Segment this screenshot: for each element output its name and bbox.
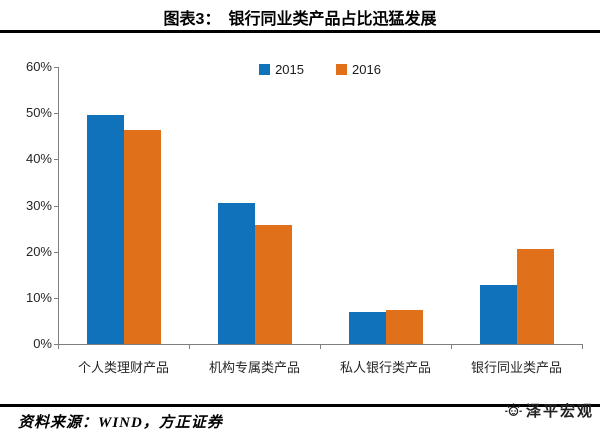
y-axis-tick-label: 10%: [25, 289, 52, 305]
sun-logo-icon: [504, 401, 523, 420]
watermark-text: 泽平宏观: [525, 403, 594, 420]
y-axis-tick-label: 0%: [33, 336, 52, 351]
x-tick: [582, 345, 583, 349]
bar-2015-3: [348, 312, 386, 344]
watermark: 泽平宏观: [504, 400, 594, 421]
x-axis-category-label: 银行同业类产品: [470, 360, 562, 375]
y-axis-tick-label: 60%: [25, 59, 52, 74]
bar-2015-2: [217, 203, 255, 344]
chart-legend: 2015 2016: [58, 62, 582, 77]
y-tick: [54, 113, 58, 115]
legend-item-2016: 2016: [336, 62, 381, 77]
bar-2015-4: [479, 285, 517, 344]
y-tick: [54, 251, 58, 253]
y-axis-tick-label: 40%: [25, 151, 52, 167]
chart-title: 图表3： 银行同业类产品占比迅猛发展: [163, 11, 437, 28]
x-tick: [189, 345, 190, 349]
y-tick: [54, 67, 58, 68]
bar-2016-3: [385, 310, 423, 344]
legend-label: 2016: [352, 62, 381, 77]
legend-swatch-icon: [259, 64, 271, 75]
y-axis-tick-label: 50%: [25, 105, 52, 121]
y-axis-tick-label: 20%: [25, 243, 52, 259]
y-tick: [54, 205, 58, 207]
x-axis-category-label: 私人银行类产品: [339, 360, 431, 375]
x-axis-category-label: 机构专属类产品: [208, 360, 300, 375]
x-tick: [451, 345, 452, 349]
x-axis-category-label: 个人类理财产品: [77, 360, 169, 375]
bar-2015-1: [86, 115, 124, 344]
legend-item-2015: 2015: [259, 62, 304, 77]
top-rule: [0, 30, 600, 33]
bar-2016-1: [123, 130, 161, 344]
bar-2016-4: [516, 249, 554, 344]
source-note: 资料来源：WIND，方正证券: [18, 415, 223, 431]
y-tick: [54, 297, 58, 299]
legend-label: 2015: [275, 62, 304, 77]
x-tick: [58, 345, 59, 349]
x-axis-line: [58, 344, 583, 345]
y-axis-tick-label: 30%: [25, 197, 52, 213]
y-tick: [54, 159, 58, 161]
bottom-rule: [0, 404, 600, 407]
x-tick: [320, 345, 321, 349]
legend-swatch-icon: [336, 64, 347, 75]
y-axis-line: [58, 67, 59, 344]
y-tick: [54, 344, 58, 345]
bar-2016-2: [254, 225, 292, 344]
